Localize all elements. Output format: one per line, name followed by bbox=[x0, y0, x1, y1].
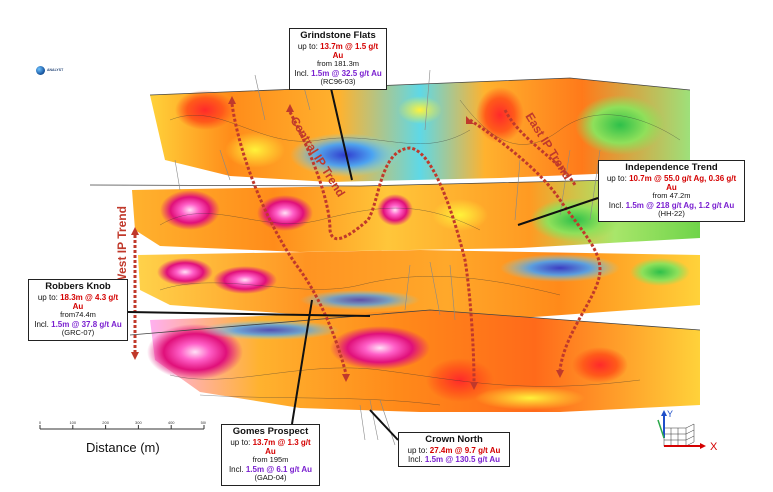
scale-tick-label: 0 bbox=[39, 420, 42, 425]
y-axis-label: Y bbox=[667, 409, 673, 419]
callout-from: from 181.3m bbox=[316, 59, 360, 69]
callout-title: Robbers Knob bbox=[45, 281, 111, 292]
scale-tick-label: 500 bbox=[201, 420, 206, 425]
callout-incl: 1.5m @ 130.5 g/t Au bbox=[424, 455, 500, 465]
callout-title: Independence Trend bbox=[625, 162, 718, 173]
scale-tick-label: 100 bbox=[69, 420, 76, 425]
callout-value: 13.7m @ 1.3 g/t Au bbox=[252, 437, 311, 457]
callout-crown-north: Crown North up to: 27.4m @ 9.7 g/t Au In… bbox=[398, 432, 510, 468]
callout-value: 10.7m @ 55.0 g/t Ag, 0.36 g/t Au bbox=[629, 173, 737, 193]
callout-title: Crown North bbox=[425, 434, 483, 445]
scale-tick-label: 400 bbox=[168, 420, 175, 425]
central-trend-line bbox=[230, 103, 348, 375]
callout-title: Gomes Prospect bbox=[232, 426, 309, 437]
callout-title: Grindstone Flats bbox=[300, 30, 376, 41]
section-band-3 bbox=[138, 250, 700, 318]
callout-incl-prefix: Incl. bbox=[228, 464, 246, 474]
callout-incl: 1.5m @ 37.8 g/t Au bbox=[51, 319, 122, 329]
callout-from: from 47.2m bbox=[652, 191, 691, 201]
east-trend-line bbox=[469, 118, 602, 371]
company-logo: ANALYST bbox=[36, 66, 63, 75]
callout-incl-prefix: Incl. bbox=[408, 455, 425, 465]
callout-hole: (RC96-03) bbox=[320, 77, 356, 87]
callout-hole: (GAD-04) bbox=[254, 473, 287, 483]
central-trend-line-2 bbox=[288, 111, 476, 383]
callout-incl-prefix: Incl. bbox=[34, 319, 52, 329]
scale-title: Distance (m) bbox=[86, 440, 160, 455]
section-band-4 bbox=[129, 309, 701, 412]
callout-prefix: up to: bbox=[37, 292, 61, 302]
callout-value: 18.3m @ 4.3 g/t Au bbox=[60, 292, 119, 312]
east-trend-line-2 bbox=[503, 109, 577, 186]
callout-incl: 1.5m @ 218 g/t Ag, 1.2 g/t Au bbox=[625, 200, 735, 210]
callout-incl-prefix: Incl. bbox=[294, 68, 312, 78]
callout-value: 13.7m @ 1.5 g/t Au bbox=[320, 41, 379, 61]
callout-independence-trend: Independence Trend up to: 10.7m @ 55.0 g… bbox=[598, 160, 745, 222]
contour-lines bbox=[159, 99, 681, 406]
callout-incl-prefix: Incl. bbox=[608, 200, 626, 210]
callout-from: from74.4m bbox=[60, 310, 96, 320]
callout-prefix: up to: bbox=[230, 437, 253, 447]
scale-tick-label: 300 bbox=[135, 420, 142, 425]
callout-hole: (HH-22) bbox=[658, 209, 685, 219]
callout-prefix: up to: bbox=[297, 41, 321, 51]
callout-from: from 195m bbox=[252, 455, 289, 465]
z-axis-arrow bbox=[657, 419, 665, 439]
axis-orientation-widget: Y X bbox=[657, 409, 718, 453]
callout-incl: 1.5m @ 6.1 g/t Au bbox=[245, 464, 313, 474]
callout-prefix: up to: bbox=[606, 173, 630, 183]
company-logo-icon bbox=[36, 66, 45, 75]
west-ip-trend-label: West IP Trend bbox=[115, 206, 129, 285]
callout-incl: 1.5m @ 32.5 g/t Au bbox=[311, 68, 382, 78]
ip-trend-lines bbox=[133, 103, 602, 383]
logo-text: ANALYST bbox=[47, 67, 64, 72]
callout-value: 27.4m @ 9.7 g/t Au bbox=[429, 445, 501, 455]
callout-gomes-prospect: Gomes Prospect up to: 13.7m @ 1.3 g/t Au… bbox=[221, 424, 320, 486]
callout-robbers-knob: Robbers Knob up to: 18.3m @ 4.3 g/t Au f… bbox=[28, 279, 128, 341]
callout-hole: (GRC-07) bbox=[61, 328, 95, 338]
trend-arrowheads bbox=[131, 96, 564, 390]
leader-lines bbox=[127, 83, 599, 441]
section-band-1 bbox=[149, 77, 691, 182]
grid-cube-icon bbox=[663, 423, 695, 447]
callout-grindstone-flats: Grindstone Flats up to: 13.7m @ 1.5 g/t … bbox=[289, 28, 387, 90]
x-axis-label: X bbox=[710, 441, 718, 453]
callout-prefix: up to: bbox=[407, 445, 430, 455]
scale-tick-label: 200 bbox=[102, 420, 109, 425]
scale-bar: 0 100 200 300 400 500 bbox=[39, 420, 206, 430]
